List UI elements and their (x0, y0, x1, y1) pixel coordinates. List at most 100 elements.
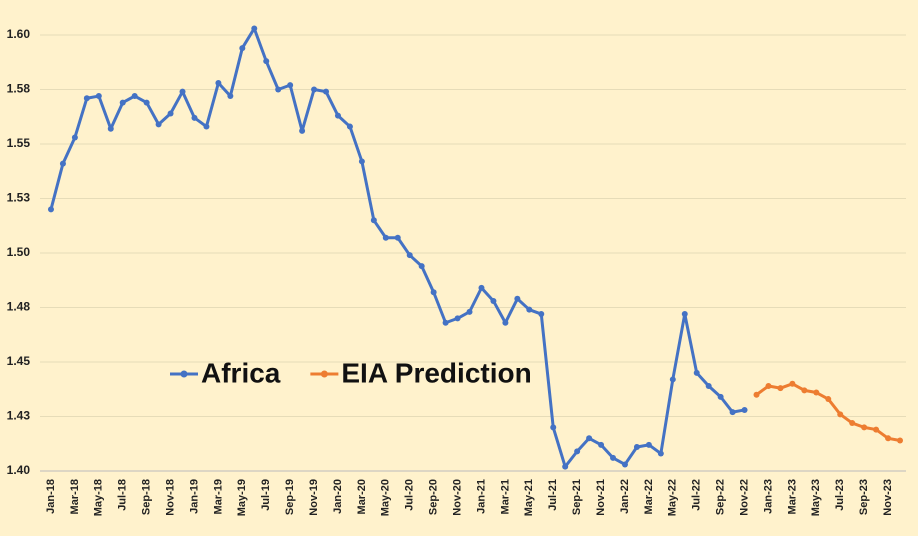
point (681, 311, 688, 318)
point (454, 315, 461, 322)
point (215, 79, 222, 86)
point (346, 123, 353, 130)
y-tick-label: 1.40 (7, 463, 31, 477)
point (418, 263, 425, 270)
point (562, 463, 569, 470)
point (873, 426, 880, 433)
point (239, 45, 246, 52)
x-tick-label: Mar-20 (356, 479, 368, 514)
x-tick-label: May-21 (523, 479, 535, 516)
point (645, 441, 652, 448)
point (586, 435, 593, 442)
point (382, 234, 389, 241)
x-tick-label: Jan-22 (619, 479, 631, 514)
x-tick-label: Mar-19 (212, 479, 224, 514)
point (299, 127, 306, 134)
point (514, 295, 521, 302)
point (155, 121, 162, 128)
x-tick-label: Nov-20 (451, 479, 463, 516)
x-tick-label: Jul-18 (117, 479, 129, 511)
x-tick-label: May-19 (236, 479, 248, 516)
point (191, 114, 198, 121)
point (311, 86, 318, 93)
point (71, 134, 78, 141)
x-tick-label: May-18 (93, 479, 105, 516)
point (203, 123, 210, 130)
point (119, 99, 126, 106)
point (394, 234, 401, 241)
point (657, 450, 664, 457)
x-tick-label: Nov-18 (164, 479, 176, 516)
x-tick-label: Sep-18 (141, 479, 153, 515)
point (47, 206, 54, 213)
point (358, 158, 365, 165)
y-tick-label: 1.50 (7, 245, 31, 259)
legend-marker (320, 370, 328, 378)
point (334, 112, 341, 119)
point (885, 435, 892, 442)
point (849, 420, 856, 427)
point (633, 444, 640, 451)
point (275, 86, 282, 93)
point (95, 93, 102, 100)
point (490, 297, 497, 304)
point (179, 88, 186, 95)
point (621, 461, 628, 468)
point (478, 284, 485, 291)
y-tick-label: 1.48 (7, 300, 31, 314)
y-tick-label: 1.43 (7, 409, 31, 423)
point (789, 380, 796, 387)
point (227, 93, 234, 100)
x-tick-label: Nov-19 (308, 479, 320, 516)
x-tick-label: Sep-22 (715, 479, 727, 515)
point (777, 385, 784, 392)
point (693, 369, 700, 376)
point (574, 448, 581, 455)
y-tick-label: 1.55 (7, 136, 31, 150)
x-tick-label: Jul-21 (547, 479, 559, 511)
series-line (49, 26, 745, 469)
point (406, 252, 413, 259)
x-tick-label: Mar-21 (499, 479, 511, 514)
point (861, 424, 868, 431)
legend-label: Africa (201, 357, 281, 388)
point (370, 217, 377, 224)
x-tick-label: Jan-20 (332, 479, 344, 514)
y-tick-label: 1.60 (7, 27, 31, 41)
point (430, 289, 437, 296)
x-tick-label: Jan-23 (762, 479, 774, 514)
x-tick-label: Jan-19 (188, 479, 200, 514)
x-tick-label: Mar-18 (69, 479, 81, 514)
legend-label: EIA Prediction (341, 357, 531, 388)
point (107, 125, 114, 132)
point (705, 382, 712, 389)
x-tick-label: Sep-20 (428, 479, 440, 515)
point (251, 25, 258, 32)
point (502, 319, 509, 326)
x-tick-label: Nov-22 (738, 479, 750, 516)
x-tick-label: Jan-18 (45, 479, 57, 514)
x-tick-label: Nov-21 (595, 479, 607, 516)
point (167, 110, 174, 117)
y-tick-label: 1.53 (7, 191, 31, 205)
x-tick-label: Mar-23 (786, 479, 798, 514)
y-tick-label: 1.58 (7, 82, 31, 96)
x-tick-label: Jul-22 (691, 479, 703, 511)
x-tick-label: May-20 (380, 479, 392, 516)
point (131, 93, 138, 100)
legend-marker (180, 370, 188, 378)
point (538, 311, 545, 318)
point (825, 396, 832, 403)
point (801, 387, 808, 394)
x-tick-label: Jan-21 (475, 479, 487, 514)
x-tick-label: Sep-21 (571, 479, 583, 515)
point (717, 393, 724, 400)
point (526, 306, 533, 313)
x-tick-label: Nov-23 (882, 479, 894, 516)
x-tick-label: May-22 (667, 479, 679, 516)
point (741, 406, 748, 413)
x-tick-label: Sep-19 (284, 479, 296, 515)
point (323, 88, 330, 95)
point (765, 382, 772, 389)
